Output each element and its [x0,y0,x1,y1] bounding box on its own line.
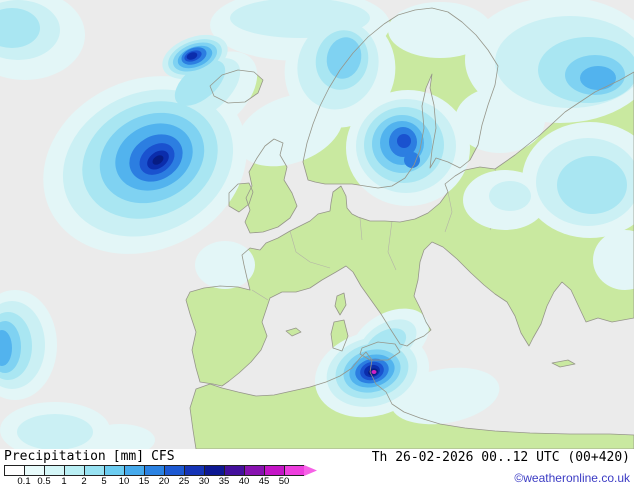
legend-cell [4,465,24,476]
scale-label: 1 [61,476,67,487]
legend-bar-area: Precipitation [mm] CFS 0.1 0.5 1 [0,449,634,490]
legend-color-scale [4,465,317,476]
legend-cell [24,465,44,476]
legend-cell [124,465,144,476]
legend-right: Th 26-02-2026 00..12 UTC (00+420) ©weath… [372,450,630,485]
scale-label: 0.5 [37,476,51,487]
legend-cell [104,465,124,476]
legend-model: CFS [151,449,175,464]
scale-label: 35 [218,476,230,487]
precipitation-layer [0,0,634,449]
legend-cell [204,465,224,476]
map-svg [0,0,634,449]
legend-cell [224,465,244,476]
legend-cell [144,465,164,476]
copyright-text: ©weatheronline.co.uk [514,471,630,485]
scale-label: 2 [81,476,87,487]
legend-arrow-icon [304,465,317,476]
scale-label: 5 [101,476,107,487]
scale-label: 15 [138,476,150,487]
scale-label: 30 [198,476,210,487]
legend-scale-labels: 0.1 0.5 1 2 5 10 15 20 25 30 35 40 45 50 [14,476,317,488]
legend-label: Precipitation [4,449,106,464]
precipitation-map [0,0,634,449]
scale-label: 0.1 [17,476,31,487]
scale-label: 20 [158,476,170,487]
legend-cell [184,465,204,476]
scale-label: 10 [118,476,130,487]
legend-title: Precipitation [mm] CFS [4,450,317,464]
scale-label: 50 [278,476,290,487]
legend-cell [164,465,184,476]
legend-cell [64,465,84,476]
scale-label: 25 [178,476,190,487]
legend-cell [264,465,284,476]
scale-label: 45 [258,476,270,487]
forecast-datetime: Th 26-02-2026 00..12 UTC (00+420) [371,450,630,465]
legend-cell [44,465,64,476]
legend-left: Precipitation [mm] CFS 0.1 0.5 1 [4,450,317,488]
scale-label: 40 [238,476,250,487]
legend-cell [244,465,264,476]
legend-cell [84,465,104,476]
legend-cell [284,465,304,476]
legend-unit: [mm] [112,449,145,464]
